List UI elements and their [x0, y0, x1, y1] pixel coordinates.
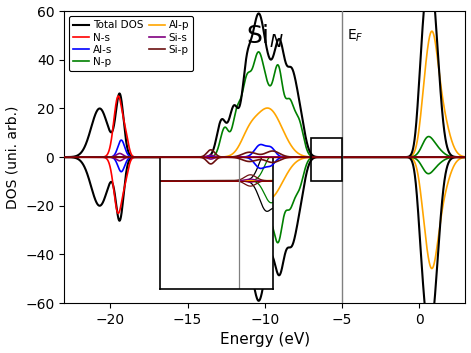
- Text: E$_F$: E$_F$: [347, 28, 363, 44]
- Text: Si$_N$: Si$_N$: [246, 23, 284, 50]
- Y-axis label: DOS (uni. arb.): DOS (uni. arb.): [6, 106, 20, 209]
- Legend: Total DOS, N-s, Al-s, N-p, Al-p, Si-s, Si-p: Total DOS, N-s, Al-s, N-p, Al-p, Si-s, S…: [69, 16, 194, 71]
- X-axis label: Energy (eV): Energy (eV): [219, 333, 310, 347]
- Bar: [311, 138, 342, 181]
